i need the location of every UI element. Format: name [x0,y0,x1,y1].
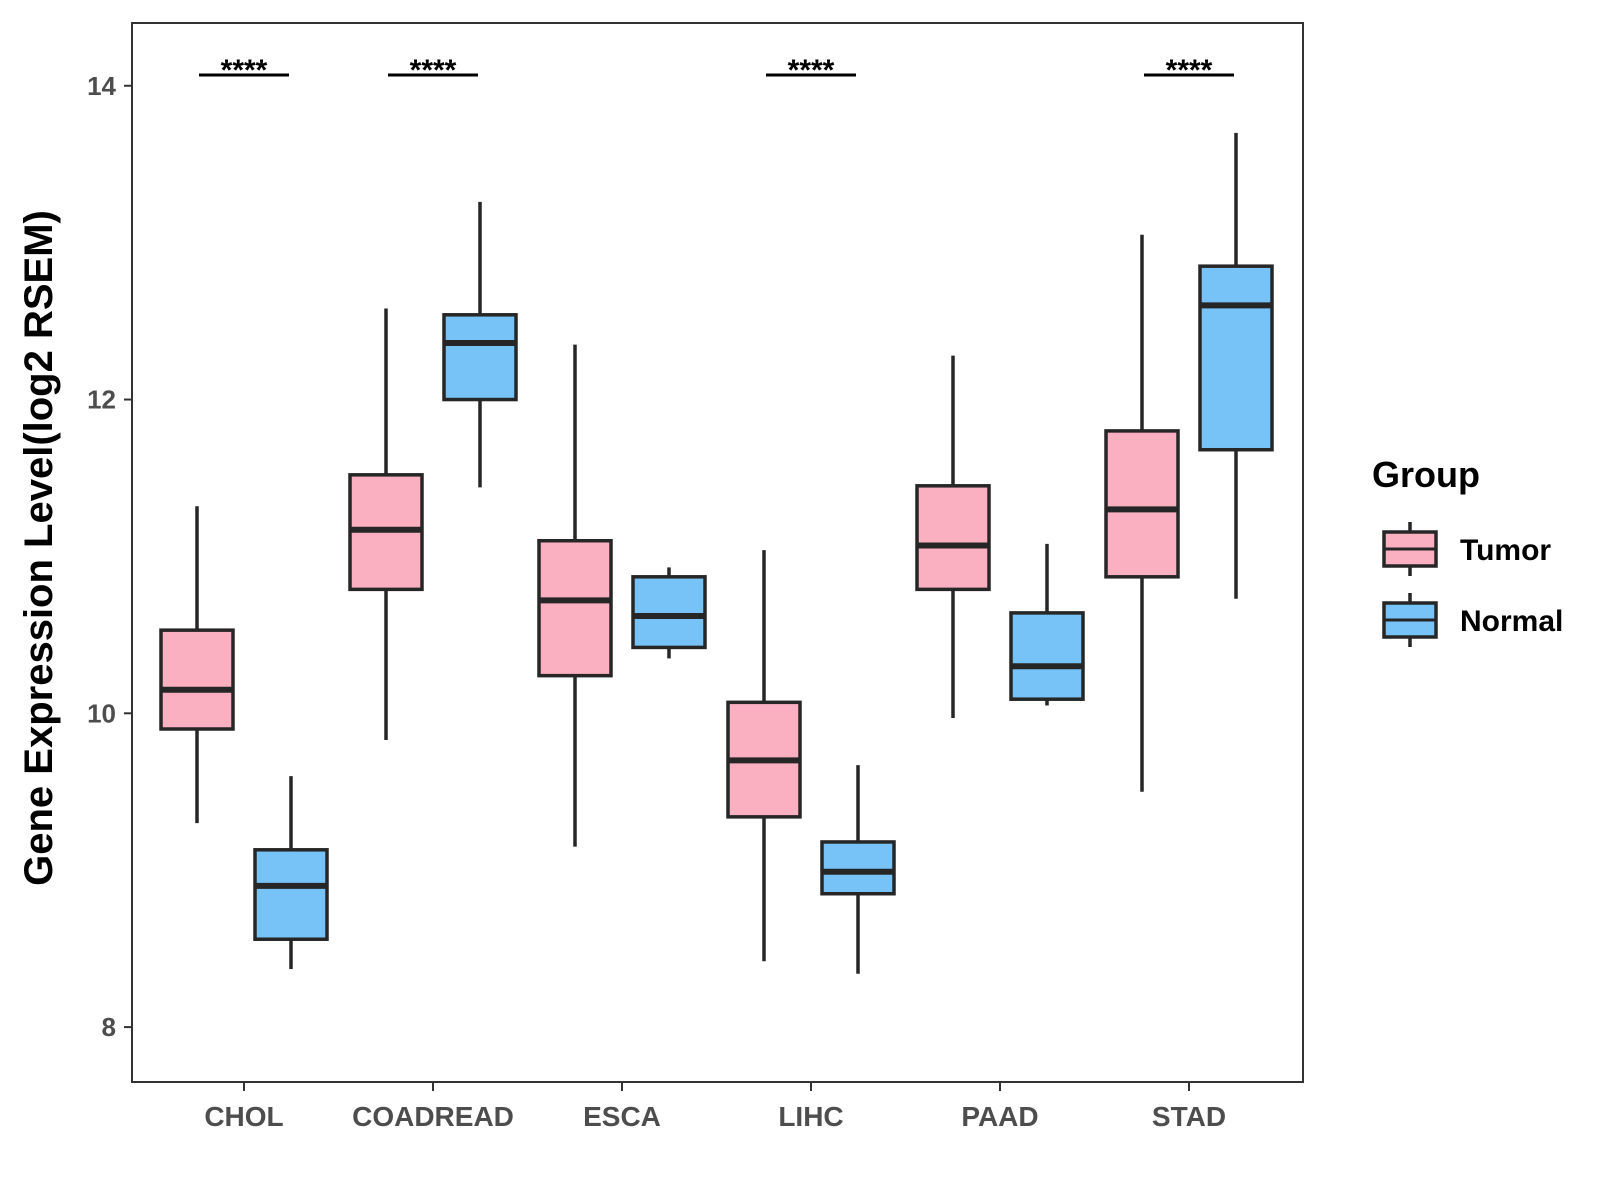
box-tumor-coadread [348,308,424,740]
legend-item-tumor: Tumor [1382,522,1551,576]
y-axis-title: Gene Expression Level(log2 RSEM) [17,210,61,886]
box-tumor-chol [159,506,235,824]
x-tick-label-esca: ESCA [583,1101,661,1132]
box-iqr [1198,264,1274,452]
significance-label: **** [221,54,268,87]
box-iqr [1009,611,1085,701]
y-tick-label: 10 [87,698,116,728]
significance-label: **** [410,54,457,87]
x-tick-label-chol: CHOL [204,1101,283,1132]
y-tick-label: 14 [87,71,116,101]
box-iqr [159,628,235,731]
legend-label-normal: Normal [1460,605,1563,638]
significance-label: **** [1166,54,1213,87]
box-tumor-esca [537,344,613,847]
y-axis-title-group: Gene Expression Level(log2 RSEM) [17,210,61,886]
legend: Group Tumor Normal [1372,454,1563,647]
y-tick-label: 8 [102,1012,116,1042]
box-iqr [631,575,707,650]
box-normal-chol [253,776,329,970]
box-tumor-paad [915,355,991,719]
x-tick-label-paad: PAAD [961,1101,1038,1132]
box-normal-coadread [442,201,518,488]
box-tumor-lihc [726,550,802,962]
y-tick-label: 12 [87,385,116,415]
legend-title: Group [1372,454,1480,495]
box-iqr [1104,429,1180,579]
box-iqr [442,313,518,402]
box-normal-esca [631,567,707,659]
box-iqr [253,848,329,941]
plot-panel-border [131,22,1304,1083]
x-tick-label-coadread: COADREAD [352,1101,514,1132]
legend-label-tumor: Tumor [1460,534,1551,567]
box-iqr [537,538,613,678]
x-tick-label-stad: STAD [1152,1101,1226,1132]
box-iqr [915,484,991,592]
box-tumor-stad [1104,234,1180,792]
significance-label: **** [788,54,835,87]
box-normal-paad [1009,543,1085,706]
x-tick-label-lihc: LIHC [778,1101,843,1132]
box-normal-lihc [820,765,896,974]
plot-area: 8 10 12 14 CHOL COADREAD ESCA LIHC PAAD STAD **** *… [87,54,1274,1132]
box-iqr [820,840,896,896]
legend-item-normal: Normal [1382,593,1563,647]
box-normal-stad [1198,132,1274,599]
